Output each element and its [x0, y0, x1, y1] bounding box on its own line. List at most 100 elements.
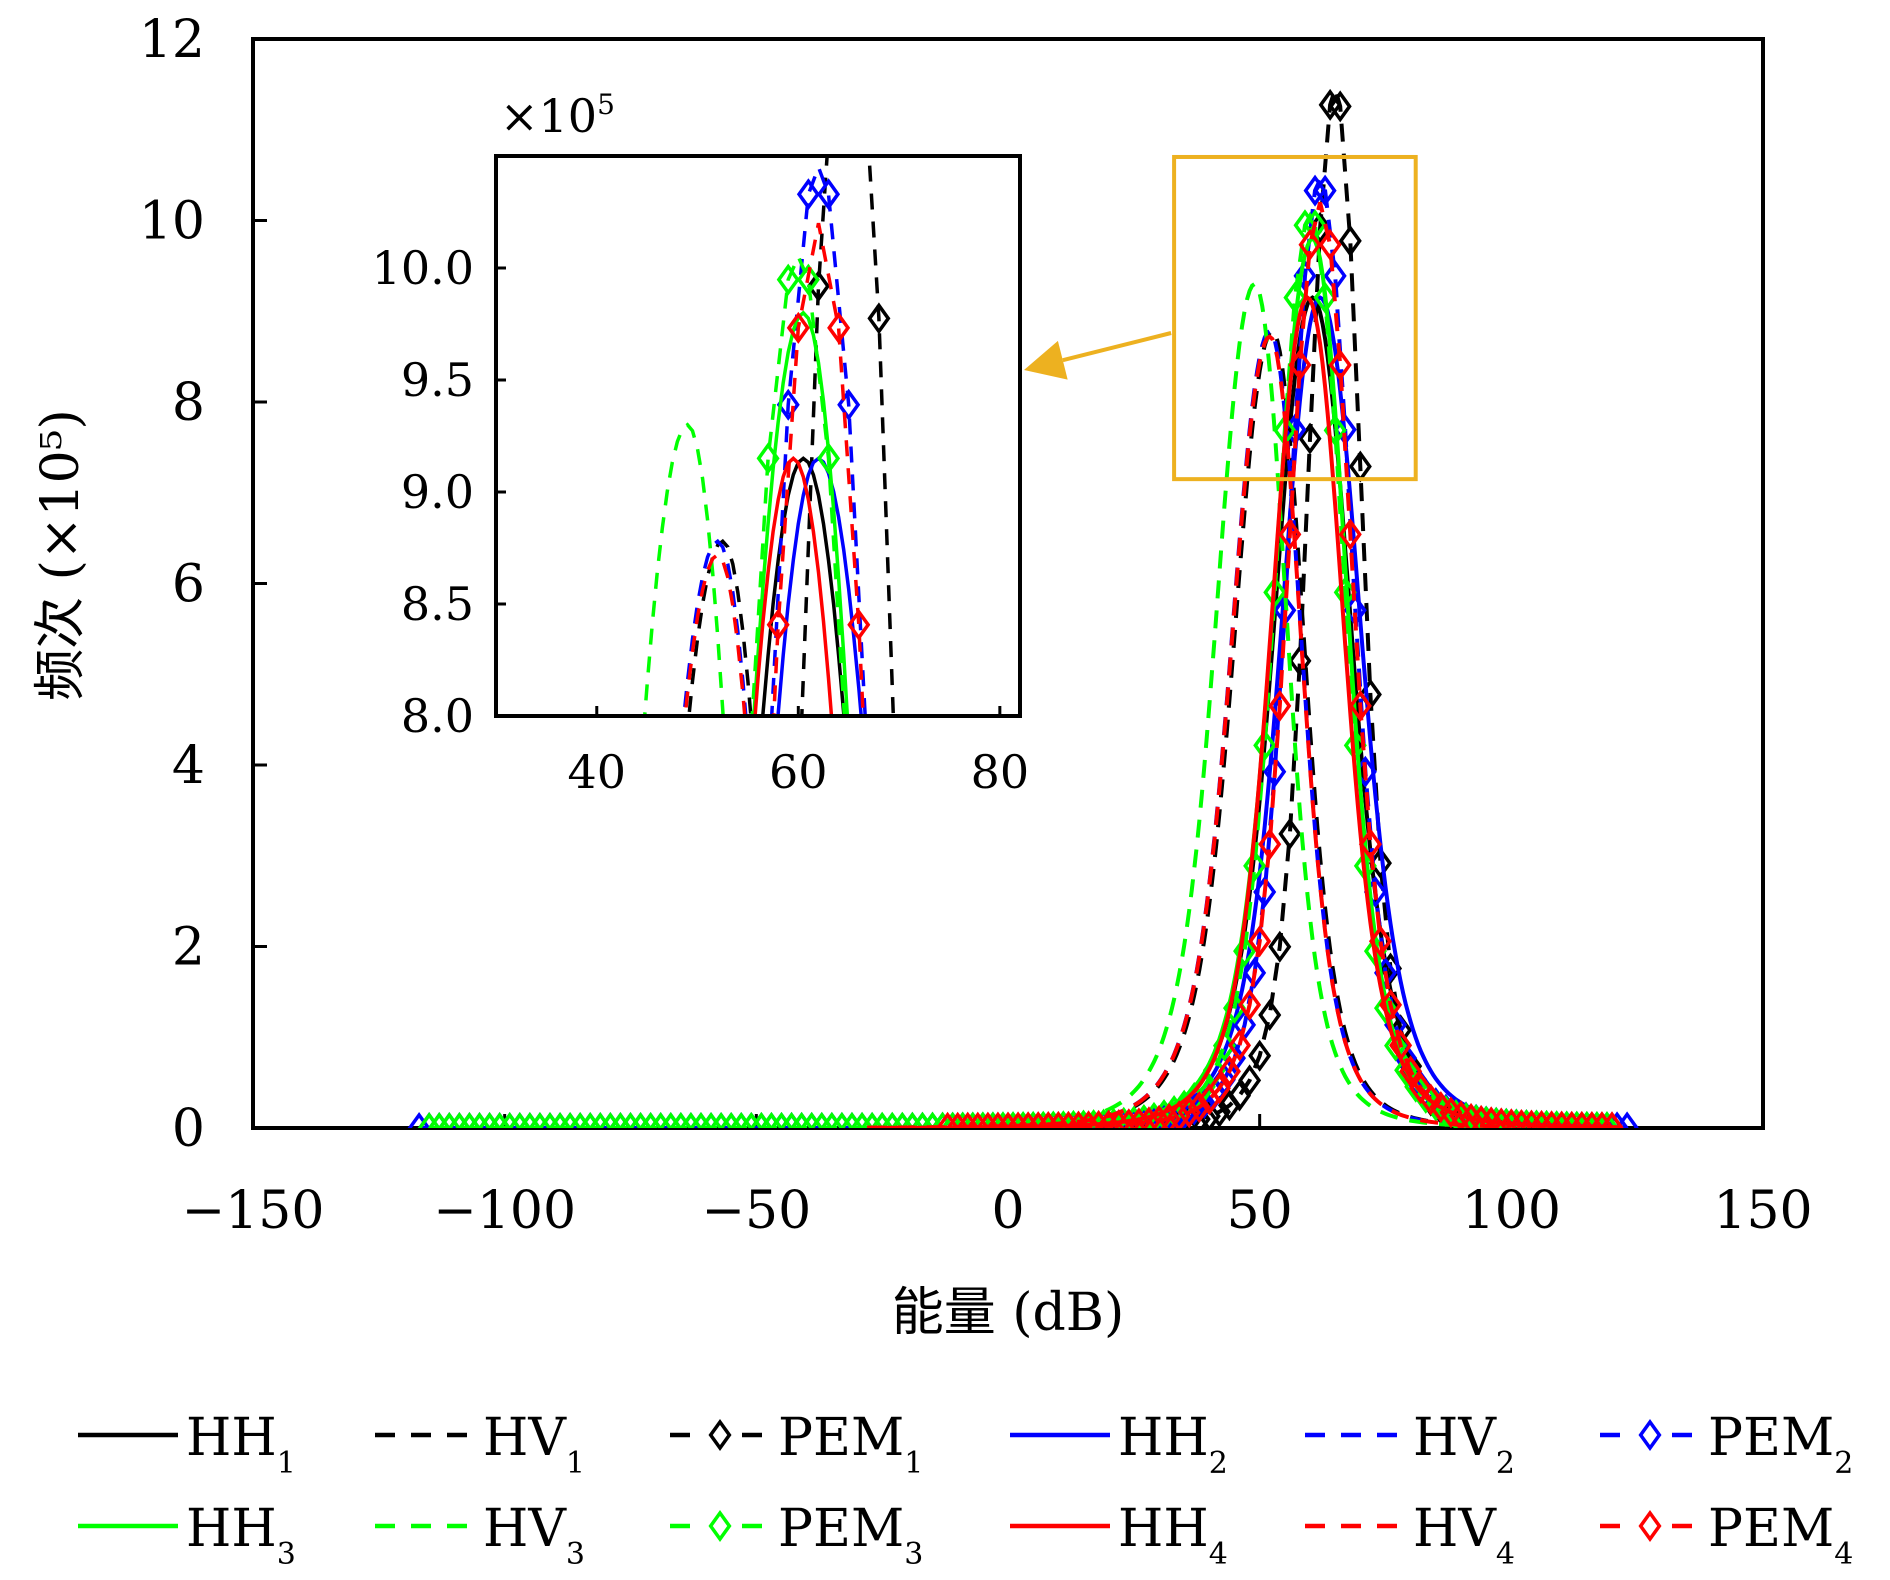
marker-pem3 — [528, 1111, 552, 1128]
inset-marker-pem3 — [839, 773, 858, 799]
marker-pem4 — [996, 1111, 1020, 1128]
inset-x-tick-label: 60 — [769, 745, 828, 799]
marker-pem3 — [941, 1111, 965, 1128]
marker-pem3 — [649, 1111, 673, 1128]
marker-pem3 — [1001, 1111, 1025, 1128]
marker-pem4 — [1016, 1111, 1040, 1128]
marker-pem3 — [629, 1111, 653, 1128]
marker-pem3 — [890, 1111, 914, 1128]
marker-pem1 — [1298, 422, 1322, 455]
inset-background — [496, 156, 1020, 716]
marker-pem1 — [1338, 224, 1362, 257]
inset-marker-pem4 — [870, 1030, 889, 1056]
marker-pem4 — [1318, 228, 1342, 261]
inset-marker-pem3 — [756, 442, 780, 475]
marker-pem4 — [1419, 1083, 1443, 1116]
marker-pem4 — [936, 1111, 960, 1128]
legend-item-hv1: HV1 — [375, 1408, 585, 1481]
zoom-arrow-head-icon — [1024, 340, 1068, 380]
marker-pem3 — [971, 1111, 995, 1128]
marker-pem1 — [1328, 90, 1352, 123]
marker-pem3 — [719, 1111, 743, 1128]
legend-diamond-icon — [708, 1419, 732, 1451]
marker-pem4 — [1590, 1111, 1614, 1128]
inset-marker-pem4 — [749, 1030, 768, 1056]
inset-marker-pem4 — [847, 608, 871, 641]
x-tick-label: −100 — [433, 1181, 576, 1241]
marker-pem4 — [1258, 828, 1282, 861]
inset-marker-pem4 — [786, 311, 810, 344]
marker-pem3 — [548, 1111, 572, 1128]
marker-pem4 — [1217, 1055, 1241, 1088]
x-tick-labels: −150 −100 −50 0 50 100 150 — [182, 1181, 1813, 1241]
marker-pem4 — [1540, 1110, 1564, 1128]
marker-pem4 — [1137, 1106, 1161, 1128]
x-tick-label: 0 — [991, 1181, 1024, 1241]
marker-pem1 — [1288, 644, 1312, 677]
marker-pem3 — [1011, 1111, 1035, 1128]
marker-pem3 — [840, 1111, 864, 1128]
marker-pem1 — [1258, 999, 1282, 1032]
marker-pem4 — [956, 1111, 980, 1128]
marker-pem4 — [1207, 1072, 1231, 1105]
marker-pem2 — [1263, 755, 1287, 788]
legend-label: PEM3 — [778, 1499, 923, 1572]
marker-pem3 — [447, 1111, 471, 1128]
inset-marker-pem3 — [739, 773, 758, 799]
legend-item-hh3: HH3 — [78, 1499, 296, 1572]
marker-pem4 — [1066, 1110, 1090, 1128]
inset-series-pem1 — [800, 156, 896, 716]
marker-pem4 — [1570, 1110, 1594, 1128]
marker-pem3 — [1575, 1110, 1599, 1128]
line-pem1 — [1128, 81, 1612, 1128]
marker-pem3 — [810, 1111, 834, 1128]
inset-marker-pem3 — [817, 442, 841, 475]
marker-pem3 — [1212, 1029, 1236, 1062]
marker-pem3 — [830, 1111, 854, 1128]
marker-pem4 — [1097, 1109, 1121, 1128]
marker-pem3 — [588, 1111, 612, 1128]
marker-pem1 — [1228, 1079, 1252, 1112]
marker-pem4 — [1107, 1108, 1131, 1128]
marker-pem4 — [1248, 925, 1272, 958]
marker-pem3 — [709, 1111, 733, 1128]
legend-label: PEM2 — [1708, 1408, 1853, 1481]
marker-pem3 — [467, 1111, 492, 1128]
marker-pem3 — [749, 1111, 773, 1128]
marker-pem3 — [800, 1111, 824, 1128]
marker-pem3 — [981, 1111, 1005, 1128]
marker-pem3 — [910, 1111, 934, 1128]
marker-pem3 — [498, 1111, 522, 1128]
legend-label: HV4 — [1413, 1499, 1515, 1572]
x-tick-label: 150 — [1713, 1181, 1812, 1241]
marker-pem3 — [679, 1111, 703, 1128]
legend-item-hv4: HV4 — [1305, 1499, 1515, 1572]
marker-pem4 — [1006, 1111, 1030, 1128]
marker-pem3 — [598, 1111, 622, 1128]
marker-pem2 — [1253, 875, 1277, 908]
marker-pem4 — [1600, 1111, 1624, 1128]
legend-item-pem4: PEM4 — [1600, 1499, 1853, 1572]
marker-pem4 — [1268, 689, 1292, 722]
main-series-group — [407, 81, 1639, 1128]
marker-pem4 — [1278, 518, 1302, 551]
marker-pem4 — [1087, 1109, 1111, 1128]
marker-pem3 — [558, 1111, 582, 1128]
marker-pem1 — [1278, 817, 1302, 850]
marker-pem3 — [1545, 1110, 1569, 1128]
marker-pem3 — [769, 1111, 794, 1128]
marker-pem3 — [759, 1111, 783, 1128]
marker-pem3 — [1394, 1054, 1418, 1087]
marker-pem3 — [1414, 1081, 1438, 1114]
marker-pem3 — [739, 1111, 763, 1128]
marker-pem3 — [961, 1111, 985, 1128]
marker-pem4 — [1117, 1108, 1141, 1128]
marker-pem4 — [1348, 689, 1372, 722]
marker-pem2 — [1615, 1111, 1639, 1128]
marker-pem3 — [639, 1111, 663, 1128]
marker-pem3 — [538, 1111, 562, 1128]
x-axis-title: 能量 (dB) — [892, 1283, 1125, 1343]
marker-pem1 — [1238, 1064, 1262, 1097]
legend-label: HV3 — [483, 1499, 585, 1572]
marker-pem4 — [1338, 518, 1362, 551]
